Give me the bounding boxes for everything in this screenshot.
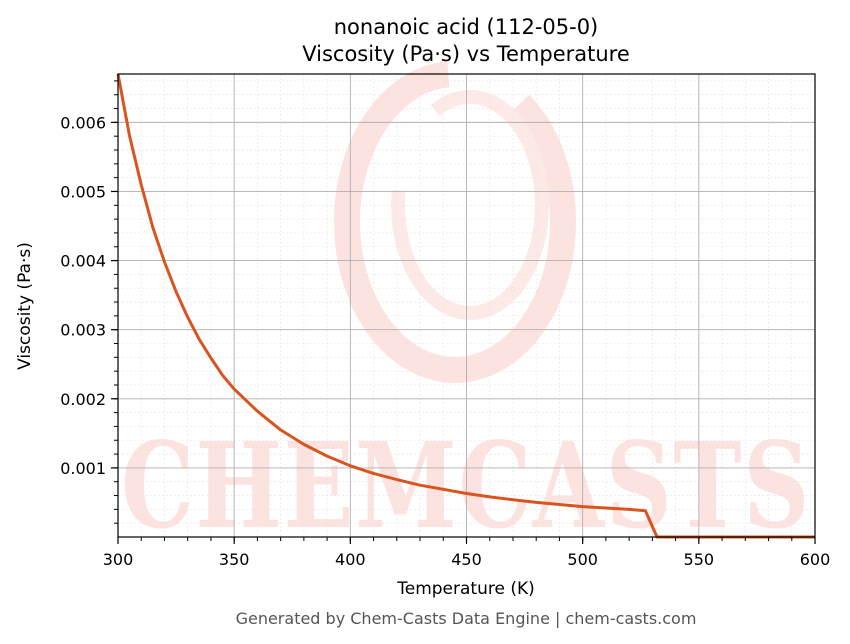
y-tick-label: 0.005: [60, 182, 106, 201]
watermark: CHEMCASTS: [121, 61, 811, 555]
x-axis: 300 350 400 450 500 550 600: [103, 537, 831, 569]
x-tick-label: 400: [335, 550, 366, 569]
x-tick-label: 600: [800, 550, 831, 569]
x-tick-label: 550: [684, 550, 715, 569]
chart-title-line1: nonanoic acid (112-05-0): [334, 15, 599, 39]
y-axis-label: Viscosity (Pa·s): [15, 242, 35, 370]
y-axis: 0.001 0.002 0.003 0.004 0.005 0.006: [60, 80, 118, 524]
x-tick-label: 350: [219, 550, 250, 569]
x-tick-label: 450: [451, 550, 482, 569]
y-tick-label: 0.002: [60, 390, 106, 409]
y-tick-label: 0.001: [60, 459, 106, 478]
x-axis-label: Temperature (K): [396, 579, 535, 599]
viscosity-series-line: [116, 73, 815, 539]
watermark-swirl-outer: [334, 61, 576, 383]
chart-title-line2: Viscosity (Pa·s) vs Temperature: [302, 42, 630, 66]
x-tick-label: 300: [103, 550, 134, 569]
footer-credit: Generated by Chem-Casts Data Engine | ch…: [236, 609, 697, 628]
y-tick-label: 0.004: [60, 252, 106, 271]
y-tick-label: 0.006: [60, 113, 106, 132]
watermark-text: CHEMCASTS: [121, 416, 811, 555]
major-grid: [117, 74, 816, 537]
x-tick-label: 500: [567, 550, 598, 569]
y-tick-label: 0.003: [60, 321, 106, 340]
